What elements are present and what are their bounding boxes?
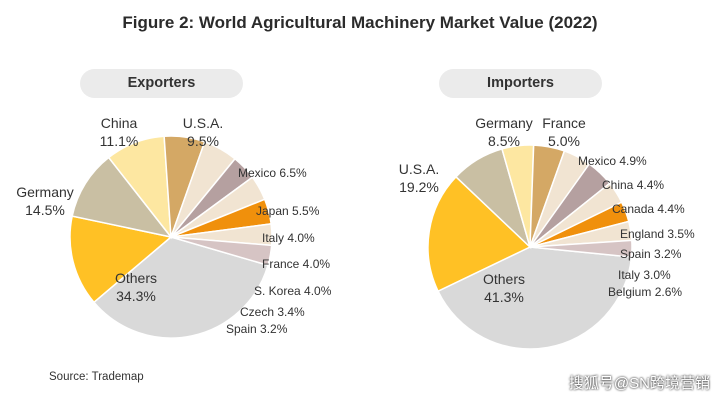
importers-label-u-s-a: U.S.A. 19.2% (399, 161, 439, 195)
importers-label-mexico: Mexico 4.9% (578, 154, 647, 168)
importers-label-italy: Italy 3.0% (618, 268, 671, 282)
exporters-label-france: France 4.0% (262, 257, 330, 271)
importers-label-france: France 5.0% (542, 115, 586, 149)
importers-slice-belgium (529, 239, 633, 258)
exporters-label-mexico: Mexico 6.5% (238, 166, 307, 180)
importers-label-belgium: Belgium 2.6% (608, 285, 682, 299)
exporters-pie: Others 34.3% Germany 14.5% China 11.1% U.S.A. 9… (16, 115, 332, 339)
exporters-heading: Exporters (80, 69, 243, 98)
exporters-slice-germany (69, 215, 173, 304)
chart-title: Figure 2: World Agricultural Machinery M… (122, 13, 598, 32)
exporters-label-germany: Germany 14.5% (16, 184, 74, 218)
exporters-slice-others (92, 236, 269, 339)
exporters-label-czech: Czech 3.4% (240, 305, 305, 319)
importers-slice-u-s-a (427, 175, 532, 293)
importers-label-england: England 3.5% (620, 227, 695, 241)
source-note: Source: Trademap (49, 371, 144, 383)
exporters-label-spain: Spain 3.2% (226, 322, 288, 336)
exporters-slice-spain (170, 236, 273, 267)
importers-label-canada: Canada 4.4% (612, 202, 685, 216)
importers-heading: Importers (439, 69, 602, 98)
importers-label-spain: Spain 3.2% (620, 247, 682, 261)
importers-label-others: Others 41.3% (483, 271, 525, 305)
importers-pie: Others 41.3% U.S.A. 19.2% Germany 8.5% France 5… (399, 115, 695, 350)
importers-label-germany: Germany 8.5% (475, 115, 533, 149)
importers-label-china: China 4.4% (602, 178, 664, 192)
exporters-label-japan: Japan 5.5% (256, 204, 320, 218)
exporters-label-others: Others 34.3% (115, 270, 157, 304)
exporters-label-u-s-a: U.S.A. 9.5% (183, 115, 223, 149)
exporters-label-italy: Italy 4.0% (262, 231, 315, 245)
exporters-label-s-korea: S. Korea 4.0% (254, 284, 332, 298)
exporters-slice-china (71, 156, 173, 239)
exporters-label-china: China 11.1% (100, 115, 139, 149)
importers-slice-others (437, 246, 633, 350)
watermark: 搜狐号@SN跨境营销 (568, 375, 710, 392)
